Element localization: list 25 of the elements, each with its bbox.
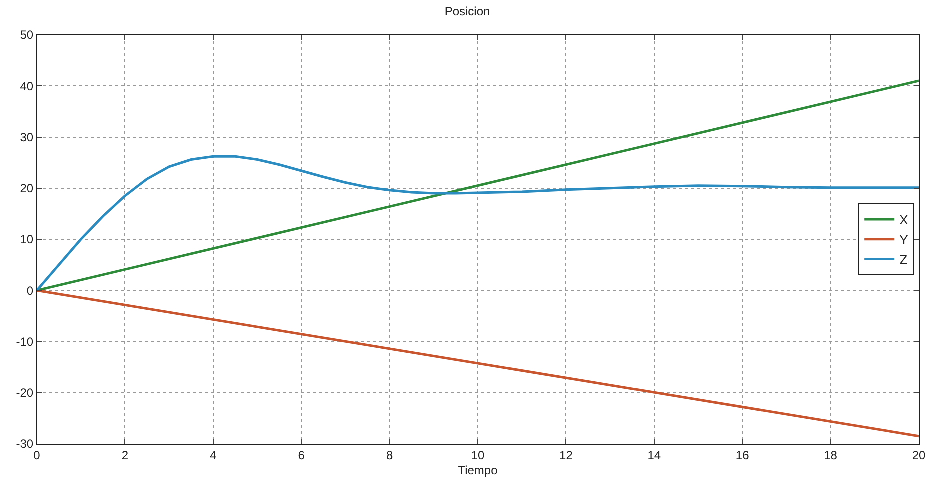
x-tick-label: 14 [648, 448, 662, 462]
x-tick-label: 10 [471, 448, 485, 462]
y-tick-label: 10 [20, 232, 34, 247]
line-series [37, 155, 919, 292]
x-tick-label: 8 [386, 448, 394, 462]
y-tick-label: 30 [20, 130, 34, 144]
y-tick-label: -20 [16, 386, 34, 400]
y-tick-label: -30 [16, 437, 34, 452]
x-tick-label: 16 [736, 448, 750, 462]
x-tick-label: 2 [122, 448, 129, 462]
y-tick-label: 40 [20, 79, 34, 94]
x-axis-title: Tiempo [458, 463, 498, 478]
legend-label: X [900, 212, 909, 228]
x-tick-label: 18 [824, 448, 838, 462]
x-tick-label: 6 [298, 448, 306, 462]
x-tick-label: 20 [912, 448, 926, 462]
legend-label: Y [900, 232, 909, 248]
legend-label: Z [900, 252, 908, 268]
y-tick-label: 20 [20, 182, 34, 196]
y-tick-label: -10 [16, 334, 34, 349]
y-tick-label: 0 [26, 284, 34, 298]
x-tick-label: 12 [560, 448, 574, 462]
y-tick-label: 50 [20, 28, 34, 42]
chart-title: Posicion [444, 4, 490, 19]
x-tick-label: 4 [210, 448, 218, 462]
